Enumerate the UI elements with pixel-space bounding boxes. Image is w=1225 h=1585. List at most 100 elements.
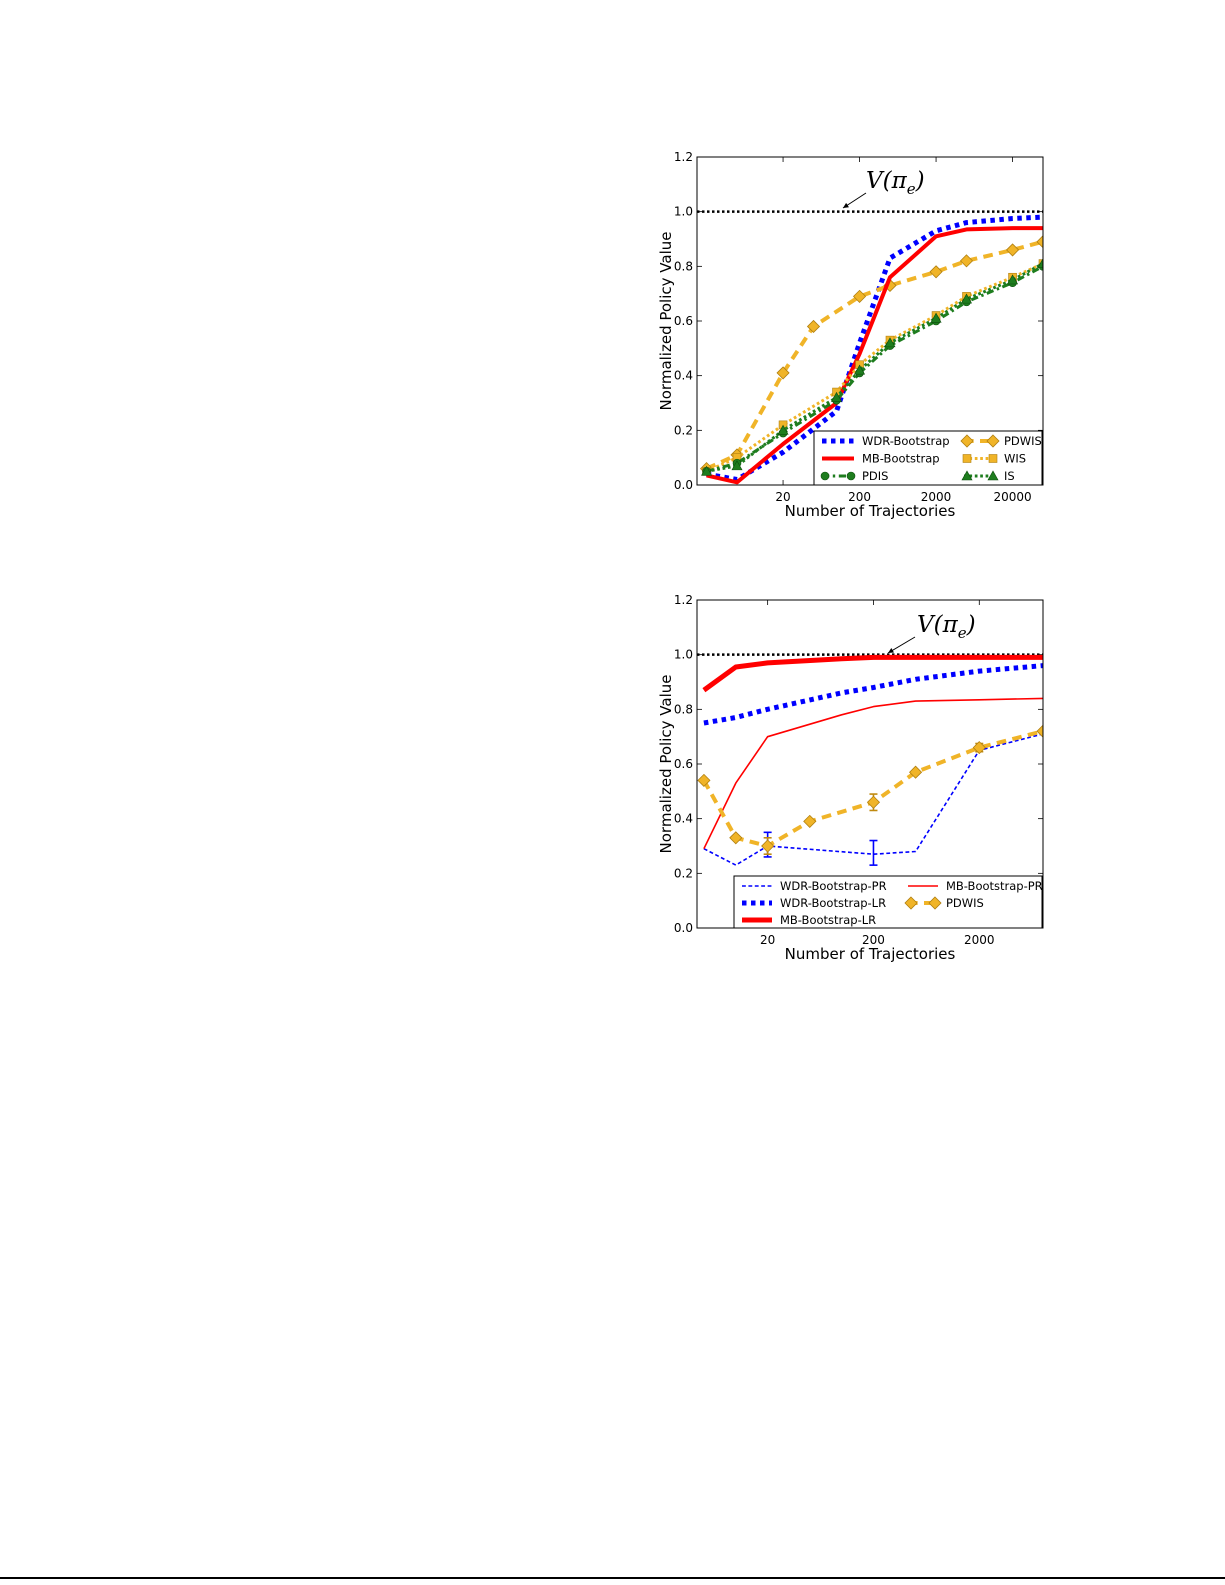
data-point-is xyxy=(831,391,843,402)
x-tick-label: 200 xyxy=(862,933,885,947)
data-point-is xyxy=(930,312,942,323)
series-line-mb-bootstrap-lr xyxy=(702,654,1043,693)
legend-item-mb-bootstrap: MB-Bootstrap xyxy=(822,452,940,466)
series-pdwis xyxy=(697,724,1043,856)
data-point-is xyxy=(1037,257,1043,268)
data-point-is xyxy=(884,337,896,348)
annotation-close: ) xyxy=(915,168,925,194)
series-line-mb-bootstrap-pr xyxy=(703,697,1043,850)
legend-swatch-marker xyxy=(928,896,942,910)
x-tick-label: 200 xyxy=(848,490,871,504)
data-point-pdwis xyxy=(929,265,943,279)
y-tick-label: 0.4 xyxy=(674,812,693,826)
legend-swatch-marker xyxy=(986,434,1000,448)
y-tick-label: 1.2 xyxy=(674,593,693,607)
y-tick-label: 0.8 xyxy=(674,702,693,716)
data-point-is xyxy=(960,293,973,304)
y-tick-label: 0.4 xyxy=(674,369,693,383)
y-tick-label: 0.2 xyxy=(674,866,693,880)
page-bottom-rule xyxy=(0,1577,1225,1579)
series-wdr-bootstrap xyxy=(706,214,1043,482)
y-axis-label: Normalized Policy Value xyxy=(657,675,675,854)
x-axis-label: Number of Trajectories xyxy=(785,945,956,963)
series-wdr-bootstrap-lr xyxy=(703,663,1043,726)
series-line-is xyxy=(706,262,1043,473)
legend-label: MB-Bootstrap xyxy=(862,452,940,466)
y-tick-label: 0.0 xyxy=(674,478,693,492)
legend-item-mb-bootstrap-pr: MB-Bootstrap-PR xyxy=(908,879,1043,893)
data-point-pdwis xyxy=(729,831,743,845)
data-point-pdwis xyxy=(909,765,923,779)
legend-swatch-marker xyxy=(962,454,972,463)
y-axis-label: Normalized Policy Value xyxy=(657,232,675,411)
series-line-mb-bootstrap xyxy=(706,226,1043,485)
data-point-pdwis xyxy=(959,254,974,268)
y-tick-label: 1.0 xyxy=(674,648,693,662)
legend-swatch-marker xyxy=(960,434,974,448)
legend-item-mb-bootstrap-lr: MB-Bootstrap-LR xyxy=(742,913,876,927)
legend-swatch-marker xyxy=(961,470,973,481)
y-tick-label: 0.0 xyxy=(674,921,693,935)
data-point-pdwis xyxy=(866,795,881,809)
legend-item-wis: WIS xyxy=(962,452,1026,466)
series-line-pdwis xyxy=(705,239,1043,471)
plot-series-group xyxy=(699,214,1043,485)
legend-item-wdr-bootstrap: WDR-Bootstrap xyxy=(822,434,950,448)
annotation-subscript: e xyxy=(907,180,916,198)
legend-swatch-marker xyxy=(904,896,918,910)
data-point-pdwis xyxy=(697,773,711,787)
x-tick-label: 2000 xyxy=(921,490,952,504)
y-tick-label: 0.6 xyxy=(674,757,693,771)
data-point-pdwis xyxy=(1036,724,1043,738)
data-point-pdwis xyxy=(761,839,775,853)
legend-item-wdr-bootstrap-pr: WDR-Bootstrap-PR xyxy=(742,879,887,893)
data-point-pdwis xyxy=(1005,243,1020,257)
legend-swatch-marker xyxy=(820,471,830,481)
y-tick-label: 0.8 xyxy=(674,259,693,273)
series-line-wdr-bootstrap-lr xyxy=(703,663,1043,726)
annotation-main: V(π xyxy=(866,168,908,194)
reference-line-annotation: V(πe) xyxy=(866,168,925,198)
series-mb-bootstrap xyxy=(706,226,1043,485)
chart-2: 0.0 0.2 0.4 0.6 0.8 1.0 1.2 20 200 2000 Number of … xyxy=(657,593,1044,963)
data-point-pdwis xyxy=(806,319,821,334)
legend-label: PDWIS xyxy=(1004,434,1042,448)
series-mb-bootstrap-pr xyxy=(703,697,1043,850)
series-mb-bootstrap-lr xyxy=(702,654,1043,693)
plot-area xyxy=(697,157,1043,485)
legend-label: WDR-Bootstrap xyxy=(862,434,950,448)
annotation-subscript: e xyxy=(958,624,967,642)
series-line-wis xyxy=(705,262,1043,473)
legend-label: WDR-Bootstrap-LR xyxy=(780,896,886,910)
legend: WDR-Bootstrap PDWIS MB-Bootstrap WIS PDIS IS xyxy=(813,430,1043,486)
y-tick-label: 0.6 xyxy=(674,314,693,328)
annotation-main: V(π xyxy=(917,612,959,638)
x-tick-label: 2000 xyxy=(964,933,995,947)
series-line-pdis xyxy=(706,264,1043,473)
data-point-pdwis xyxy=(972,741,986,755)
legend-label: MB-Bootstrap-PR xyxy=(946,879,1043,893)
legend-item-pdwis: PDWIS xyxy=(960,434,1042,448)
data-point-pdwis xyxy=(803,814,817,828)
plot-area xyxy=(697,600,1043,928)
legend-label: PDIS xyxy=(862,469,888,483)
annotation-close: ) xyxy=(966,612,976,638)
legend-item-pdwis: PDWIS xyxy=(904,896,984,910)
legend-box xyxy=(733,875,1043,929)
legend-label: WDR-Bootstrap-PR xyxy=(780,879,887,893)
legend-label: MB-Bootstrap-LR xyxy=(780,913,876,927)
x-tick-label: 20 xyxy=(760,933,775,947)
legend-label: PDWIS xyxy=(946,896,984,910)
legend-swatch-marker xyxy=(987,470,999,481)
y-tick-label: 0.2 xyxy=(674,423,693,437)
x-tick-label: 20000 xyxy=(993,490,1031,504)
data-point-is xyxy=(777,424,789,435)
y-tick-label: 1.0 xyxy=(674,205,693,219)
annotation-arrowhead xyxy=(843,202,849,208)
x-tick-label: 20 xyxy=(775,490,790,504)
legend-swatch-marker xyxy=(988,454,998,463)
reference-line-annotation: V(πe) xyxy=(917,612,976,642)
x-axis-label: Number of Trajectories xyxy=(785,502,956,520)
legend-swatch-marker xyxy=(846,471,856,481)
